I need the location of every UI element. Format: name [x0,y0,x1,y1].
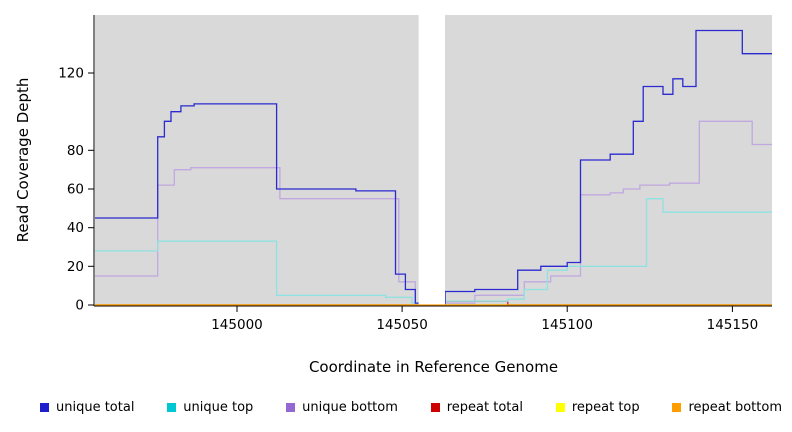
y-tick-label: 40 [67,220,84,236]
legend-item-repeat-total: repeat total [430,400,523,415]
y-tick-label: 60 [67,182,84,198]
series-line-unique-top [95,198,772,304]
legend-label: repeat total [446,400,523,415]
x-axis-title: Coordinate in Reference Genome [308,358,559,376]
legend-swatch [555,403,565,412]
series-line-unique-bottom [95,120,772,304]
y-tick-label: 0 [75,298,84,314]
legend-item-repeat-top: repeat top [555,400,640,415]
legend-swatch [672,403,682,412]
y-tick-label: 120 [58,66,84,82]
no-data-gap [418,14,445,306]
chart-legend: unique total unique top unique bottom repea… [40,400,782,415]
legend-item-unique-top: unique top [167,400,253,415]
legend-item-repeat-bottom: repeat bottom [672,400,782,415]
x-tick-label: 145100 [541,317,593,333]
legend-label: repeat bottom [688,400,782,415]
series-line-unique-total [95,29,772,304]
legend-label: unique bottom [302,400,398,415]
x-tick-label: 145150 [707,317,759,333]
x-tick-label: 145000 [211,317,263,333]
legend-swatch [286,403,296,412]
legend-label: unique top [183,400,254,415]
legend-swatch [430,403,440,412]
legend-swatch [40,403,49,412]
legend-item-unique-bottom: unique bottom [286,400,398,415]
x-tick-label: 145050 [376,317,428,333]
y-axis-title: Read Coverage Depth [14,77,32,243]
legend-label: repeat top [571,400,640,415]
legend-item-unique-total: unique total [40,400,134,415]
y-tick-label: 80 [67,143,84,159]
legend-label: unique total [56,400,135,415]
legend-swatch [167,403,177,412]
y-tick-label: 20 [67,259,84,275]
